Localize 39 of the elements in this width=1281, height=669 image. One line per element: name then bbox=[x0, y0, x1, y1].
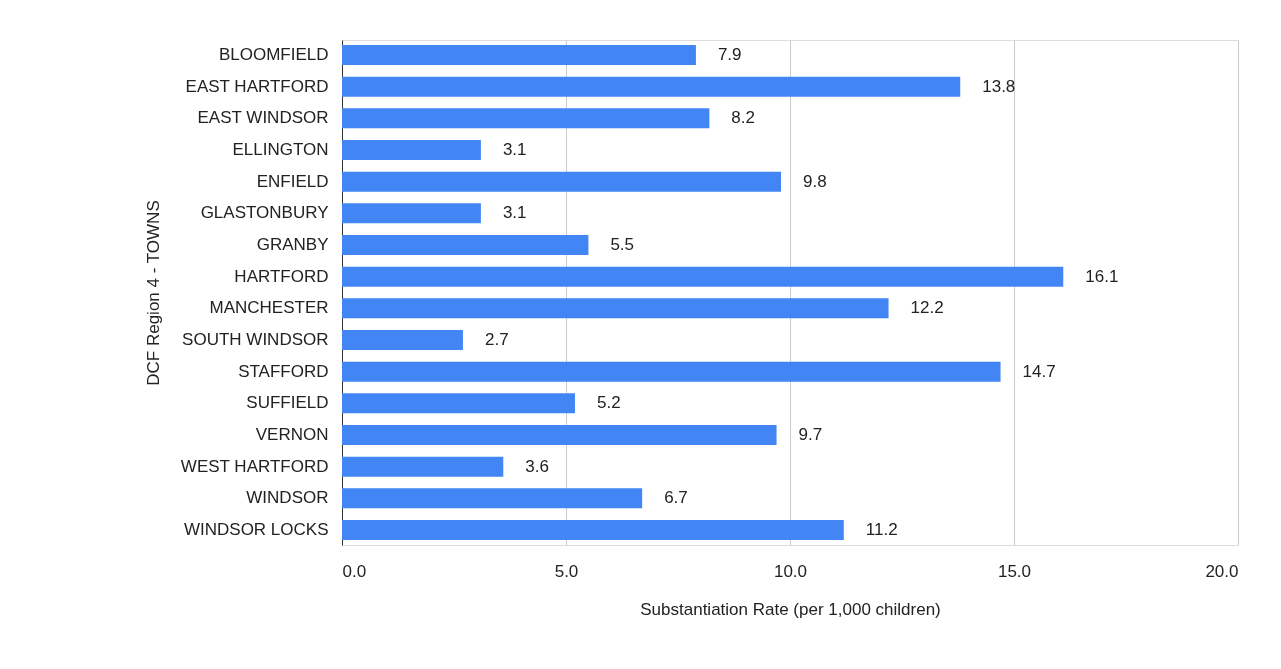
data-label: 3.6 bbox=[525, 456, 549, 476]
y-tick-label: EAST HARTFORD bbox=[185, 76, 329, 96]
data-label: 2.7 bbox=[484, 329, 509, 349]
y-tick-label: WEST HARTFORD bbox=[180, 456, 329, 476]
data-label: 13.8 bbox=[982, 76, 1016, 96]
data-label: 5.2 bbox=[596, 393, 621, 413]
y-tick-label: EAST WINDSOR bbox=[197, 108, 329, 128]
data-label: 8.2 bbox=[731, 108, 755, 128]
y-tick-label: STAFFORD bbox=[238, 361, 329, 381]
data-label: 9.8 bbox=[803, 171, 827, 191]
data-label: 14.7 bbox=[1022, 361, 1056, 381]
x-tick-label: 20.0 bbox=[1205, 561, 1239, 581]
y-tick-label: HARTFORD bbox=[234, 266, 329, 286]
y-tick-label: GRANBY bbox=[256, 235, 329, 255]
y-tick-label: GLASTONBURY bbox=[200, 203, 329, 223]
y-tick-label: BLOOMFIELD bbox=[218, 45, 329, 65]
data-label: 5.5 bbox=[610, 235, 635, 255]
y-tick-label: ENFIELD bbox=[256, 171, 329, 191]
x-tick-label: 0.0 bbox=[342, 561, 367, 581]
data-label: 6.7 bbox=[664, 488, 688, 508]
y-tick-label: SOUTH WINDSOR bbox=[182, 329, 329, 349]
data-label: 9.7 bbox=[798, 424, 823, 444]
data-label: 11.2 bbox=[865, 519, 898, 539]
x-tick-label: 15.0 bbox=[997, 561, 1032, 581]
y-tick-label: ELLINGTON bbox=[232, 140, 329, 160]
y-tick-label: WINDSOR LOCKS bbox=[183, 519, 329, 539]
data-label: 7.9 bbox=[717, 45, 742, 65]
x-tick-label: 10.0 bbox=[773, 561, 808, 581]
data-label: 3.1 bbox=[502, 140, 527, 160]
data-label: 16.1 bbox=[1085, 266, 1119, 286]
data-label: 3.1 bbox=[502, 203, 527, 223]
y-tick-label: SUFFIELD bbox=[246, 393, 329, 413]
x-tick-label: 5.0 bbox=[554, 561, 579, 581]
data-label: 12.2 bbox=[910, 298, 944, 318]
y-tick-label: MANCHESTER bbox=[209, 298, 329, 318]
y-tick-label: VERNON bbox=[255, 424, 329, 444]
y-tick-label: WINDSOR bbox=[246, 488, 329, 508]
y-axis-title: DCF Region 4 - TOWNS bbox=[143, 200, 163, 386]
x-axis-title: Substantiation Rate (per 1,000 children) bbox=[640, 599, 941, 619]
